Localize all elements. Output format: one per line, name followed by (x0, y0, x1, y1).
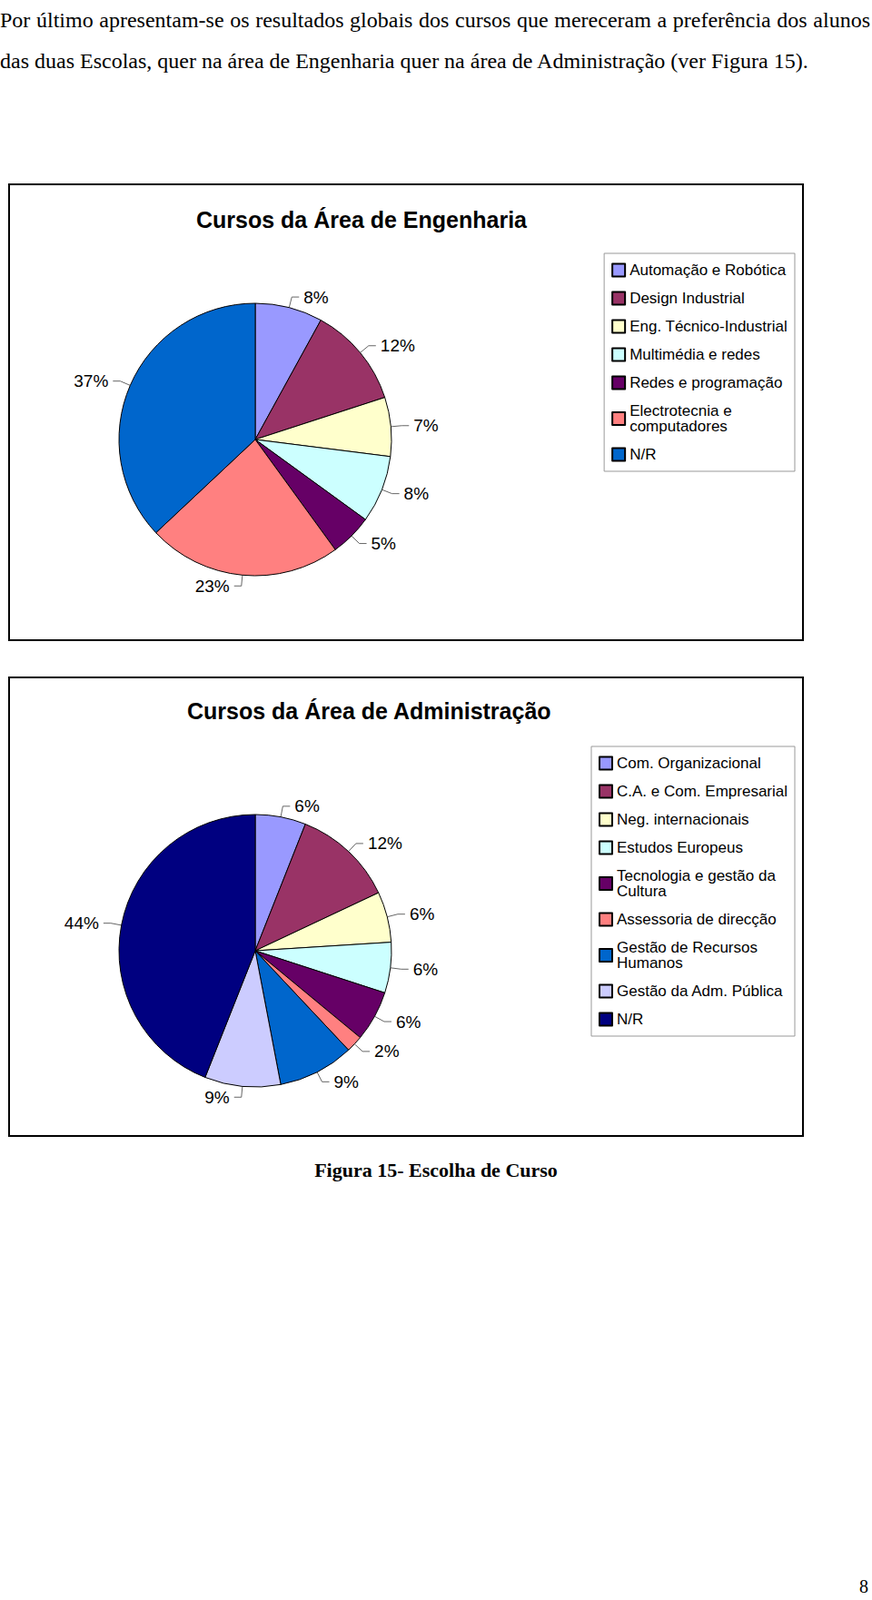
html-text:8: 8 (859, 1576, 869, 1597)
svg-text:44%: 44% (64, 913, 100, 933)
svg-text:6%: 6% (294, 796, 320, 816)
svg-text:37%: 37% (73, 371, 109, 391)
svg-text:Estudos Europeus: Estudos Europeus (616, 839, 744, 857)
svg-text:Tecnologia e gestão da: Tecnologia e gestão da (616, 867, 780, 885)
svg-text:Redes e programação: Redes e programação (629, 374, 783, 392)
svg-text:N/R: N/R (616, 1010, 644, 1029)
svg-text:Cultura: Cultura (616, 882, 667, 901)
svg-text:Eng. Técnico-Industrial: Eng. Técnico-Industrial (629, 317, 788, 336)
svg-text:Com. Organizacional: Com. Organizacional (616, 754, 762, 773)
svg-text:6%: 6% (396, 1012, 422, 1032)
svg-text:6%: 6% (413, 960, 439, 980)
svg-text:Cursos da Área de Administraçã: Cursos da Área de Administração (187, 698, 552, 724)
svg-text:6%: 6% (409, 904, 436, 924)
svg-text:Assessoria de direcção: Assessoria de direcção (616, 911, 777, 929)
svg-text:Gestão da Adm. Pública: Gestão da Adm. Pública (616, 982, 783, 1001)
svg-text:5%: 5% (371, 534, 397, 554)
svg-text:8%: 8% (404, 484, 430, 504)
svg-text:12%: 12% (367, 833, 403, 853)
svg-text:Electrotecnia e: Electrotecnia e (629, 402, 737, 420)
svg-text:12%: 12% (380, 336, 416, 356)
svg-text:Humanos: Humanos (616, 954, 684, 972)
svg-text:Design Industrial: Design Industrial (629, 289, 745, 308)
svg-text:9%: 9% (334, 1072, 360, 1092)
svg-text:Multimédia e redes: Multimédia e redes (629, 346, 761, 364)
svg-text:Neg. internacionais: Neg. internacionais (616, 811, 750, 829)
svg-text:N/R: N/R (629, 445, 656, 464)
svg-text:Gestão de Recursos: Gestão de Recursos (616, 939, 762, 957)
svg-text:8%: 8% (303, 287, 329, 308)
svg-text:7%: 7% (413, 416, 439, 436)
svg-text:C.A. e Com. Empresarial: C.A. e Com. Empresarial (616, 782, 788, 801)
svg-text:Cursos da Área de Engenharia: Cursos da Área de Engenharia (196, 207, 528, 233)
svg-text:computadores: computadores (629, 417, 728, 436)
svg-text:9%: 9% (204, 1088, 230, 1108)
html-text:Por último apresentam-se os re: Por último apresentam-se os resultados g… (0, 8, 871, 73)
svg-text:23%: 23% (195, 576, 230, 596)
html-text:Figura 15- Escolha de Curso: Figura 15- Escolha de Curso (314, 1159, 558, 1182)
svg-text:Automação e Robótica: Automação e Robótica (629, 261, 787, 279)
svg-text:2%: 2% (374, 1041, 400, 1061)
